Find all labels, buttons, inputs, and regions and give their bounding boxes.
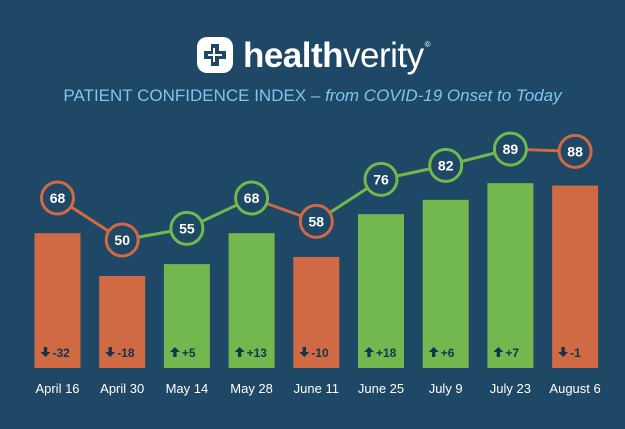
chart-title-main: PATIENT CONFIDENCE INDEX bbox=[63, 86, 307, 105]
change-1: -18 bbox=[105, 346, 135, 360]
category-label-4: June 11 bbox=[294, 381, 339, 396]
change-label-3: +13 bbox=[247, 346, 268, 360]
brand-trademark: ® bbox=[424, 39, 431, 49]
arrow-down-icon-8 bbox=[558, 347, 569, 357]
bar-8 bbox=[552, 185, 599, 368]
category-label-2: May 14 bbox=[166, 381, 209, 396]
value-label-3: 68 bbox=[244, 190, 260, 206]
change-5: +18 bbox=[364, 346, 397, 360]
value-label-5: 76 bbox=[373, 171, 389, 187]
category-label-6: July 9 bbox=[429, 381, 463, 396]
value-label-7: 89 bbox=[503, 141, 519, 157]
value-marker-8 bbox=[557, 133, 593, 169]
chart-title-sub: from COVID-19 Onset to Today bbox=[325, 86, 562, 105]
value-label-2: 55 bbox=[179, 220, 195, 236]
bar-5 bbox=[358, 214, 404, 368]
value-marker-5 bbox=[363, 161, 399, 197]
category-label-5: June 25 bbox=[358, 381, 404, 396]
change-label-6: +6 bbox=[441, 346, 455, 360]
bar-0 bbox=[34, 233, 81, 368]
change-8: -1 bbox=[558, 346, 581, 360]
category-label-0: April 16 bbox=[35, 381, 79, 396]
change-label-2: +5 bbox=[182, 346, 196, 360]
change-label-4: -10 bbox=[311, 346, 329, 360]
bar-7 bbox=[487, 183, 534, 368]
change-label-8: -1 bbox=[570, 346, 581, 360]
arrow-up-icon-5 bbox=[364, 347, 374, 357]
bar-6 bbox=[422, 199, 469, 368]
arrow-up-icon-7 bbox=[493, 347, 504, 357]
value-label-0: 68 bbox=[50, 190, 66, 206]
change-label-0: -32 bbox=[53, 346, 71, 360]
change-0: -32 bbox=[40, 346, 71, 360]
arrow-down-icon-0 bbox=[40, 347, 51, 357]
value-label-8: 88 bbox=[567, 143, 583, 159]
change-6: +6 bbox=[428, 346, 455, 360]
change-label-5: +18 bbox=[376, 346, 397, 360]
value-label-6: 82 bbox=[438, 157, 454, 173]
change-4: -10 bbox=[299, 346, 329, 360]
brand-logo: healthverity® bbox=[0, 30, 625, 80]
value-marker-4 bbox=[298, 203, 334, 239]
arrow-down-icon-1 bbox=[105, 347, 116, 357]
category-label-7: July 23 bbox=[490, 381, 531, 396]
value-marker-3 bbox=[234, 180, 270, 216]
healthverity-cross-logo-icon bbox=[196, 37, 233, 73]
category-label-8: August 6 bbox=[549, 381, 600, 396]
bar-3 bbox=[228, 233, 275, 368]
value-label-1: 50 bbox=[114, 232, 130, 248]
chart-title: PATIENT CONFIDENCE INDEX – from COVID-19… bbox=[0, 86, 625, 106]
arrow-up-icon-3 bbox=[234, 347, 245, 357]
arrow-up-icon-2 bbox=[169, 347, 180, 357]
arrow-down-icon-4 bbox=[299, 347, 310, 357]
change-3: +13 bbox=[234, 346, 268, 360]
value-marker-0 bbox=[40, 180, 75, 216]
arrow-up-icon-6 bbox=[428, 347, 439, 357]
bar-4 bbox=[293, 256, 340, 368]
value-marker-6 bbox=[428, 147, 464, 183]
value-marker-2 bbox=[169, 210, 205, 246]
value-marker-7 bbox=[492, 131, 528, 167]
brand-wordmark: healthverity® bbox=[242, 35, 431, 75]
change-2: +5 bbox=[169, 346, 196, 360]
category-label-1: April 30 bbox=[100, 381, 144, 396]
change-label-1: -18 bbox=[117, 346, 135, 360]
category-label-3: May 28 bbox=[230, 381, 273, 396]
value-label-4: 58 bbox=[309, 213, 325, 229]
brand-name-regular: verity bbox=[343, 35, 424, 75]
chart-title-separator: – bbox=[306, 86, 326, 105]
value-marker-1 bbox=[104, 222, 140, 258]
change-label-7: +7 bbox=[505, 346, 519, 360]
brand-name-bold: health bbox=[242, 35, 344, 75]
change-7: +7 bbox=[493, 346, 519, 360]
